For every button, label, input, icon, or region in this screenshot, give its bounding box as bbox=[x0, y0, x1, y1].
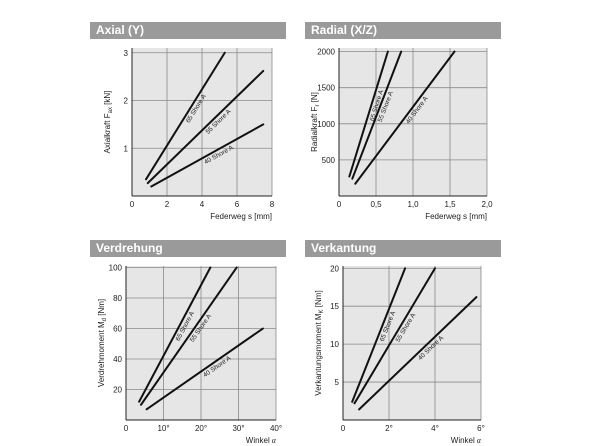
chart-title: Axial (Y) bbox=[90, 22, 286, 39]
y-axis-label: Axialkraft Fax [kN] bbox=[103, 91, 114, 154]
series-line bbox=[354, 50, 456, 185]
y-tick-label: 100 bbox=[109, 264, 123, 273]
y-tick-label: 20 bbox=[113, 386, 122, 395]
series-line bbox=[351, 267, 407, 403]
x-axis-label: Federweg s [mm] bbox=[425, 212, 487, 221]
plot-area bbox=[343, 266, 481, 420]
y-tick-label: 60 bbox=[113, 325, 122, 334]
x-tick-label: 6 bbox=[235, 200, 240, 209]
x-tick-label: 2,0 bbox=[481, 200, 493, 209]
x-tick-label: 8 bbox=[270, 200, 275, 209]
x-tick-label: 0 bbox=[337, 200, 342, 209]
y-tick-label: 2000 bbox=[317, 48, 335, 57]
y-axis-label: Verkantungsmoment MK [Nm] bbox=[314, 290, 325, 395]
series-line bbox=[138, 266, 212, 403]
series-line bbox=[145, 327, 264, 411]
chart-svg: 0 0,5 1,0 1,5 2,0 500 1000 1500 2000 Federweg s [… bbox=[310, 48, 493, 221]
series-line bbox=[140, 266, 238, 406]
chart-svg: 0 2° 4° 6° 5 10 15 20 Winkel α Verkantungsmoment … bbox=[314, 264, 485, 445]
y-tick-label: 500 bbox=[322, 156, 336, 165]
y-tick-label: 1000 bbox=[317, 120, 335, 129]
y-tick-label: 40 bbox=[113, 355, 122, 364]
series-line bbox=[351, 50, 403, 180]
y-tick-label: 1500 bbox=[317, 84, 335, 93]
chart-svg: 0 2 4 6 8 1 2 3 Federweg s [mm] Axialkraft Fax [k… bbox=[103, 48, 275, 221]
x-tick-label: 4 bbox=[200, 200, 205, 209]
y-tick-label: 3 bbox=[124, 49, 129, 58]
chart-axial: Axial (Y) 0 2 4 6 8 1 2 3 Federweg s [mm] Axialkr… bbox=[90, 22, 286, 222]
x-tick-label: 2° bbox=[385, 424, 393, 433]
y-tick-label: 20 bbox=[330, 264, 339, 273]
chart-title: Verdrehung bbox=[90, 240, 286, 257]
series-line bbox=[145, 51, 226, 181]
series-line bbox=[348, 50, 389, 178]
y-tick-label: 80 bbox=[113, 294, 122, 303]
series-line bbox=[353, 267, 436, 405]
x-tick-label: 6° bbox=[477, 424, 485, 433]
x-tick-label: 40° bbox=[270, 424, 282, 433]
chart-verkantung: Verkantung 0 2° 4° 6° 5 10 15 20 Winkel α Verkant… bbox=[305, 240, 501, 445]
y-tick-label: 5 bbox=[335, 378, 340, 387]
y-tick-label: 2 bbox=[124, 97, 129, 106]
chart-verdrehung: Verdrehung 0 10° 20° 30° 40° 20 40 60 80 100 Winke… bbox=[90, 240, 286, 445]
y-tick-label: 1 bbox=[124, 144, 129, 153]
x-axis-label: Winkel α bbox=[246, 436, 277, 445]
x-tick-label: 0 bbox=[341, 424, 346, 433]
x-tick-label: 0 bbox=[130, 200, 135, 209]
series-line bbox=[146, 69, 265, 185]
chart-radial: Radial (X/Z) 0 0,5 1,0 1,5 2,0 500 1000 1500 200… bbox=[305, 22, 501, 222]
y-tick-label: 15 bbox=[330, 302, 339, 311]
x-tick-label: 20° bbox=[195, 424, 207, 433]
chart-svg: 0 10° 20° 30° 40° 20 40 60 80 100 Winkel α Verdrehm… bbox=[97, 264, 282, 445]
chart-title: Radial (X/Z) bbox=[305, 22, 501, 39]
x-tick-label: 0 bbox=[124, 424, 129, 433]
x-tick-label: 30° bbox=[232, 424, 244, 433]
x-tick-label: 10° bbox=[157, 424, 169, 433]
series-line bbox=[150, 123, 265, 188]
y-tick-label: 10 bbox=[330, 340, 339, 349]
x-axis-label: Winkel α bbox=[451, 436, 482, 445]
x-tick-label: 1,5 bbox=[444, 200, 456, 209]
x-tick-label: 1,0 bbox=[407, 200, 419, 209]
x-tick-label: 2 bbox=[165, 200, 170, 209]
x-axis-label: Federweg s [mm] bbox=[210, 212, 272, 221]
y-axis-label: Radialkraft Fr [N] bbox=[310, 92, 321, 152]
x-tick-label: 0,5 bbox=[370, 200, 382, 209]
chart-title: Verkantung bbox=[305, 240, 501, 257]
y-axis-label: Verdrehmoment Md [Nm] bbox=[97, 299, 108, 387]
x-tick-label: 4° bbox=[431, 424, 439, 433]
series-line bbox=[358, 296, 478, 411]
